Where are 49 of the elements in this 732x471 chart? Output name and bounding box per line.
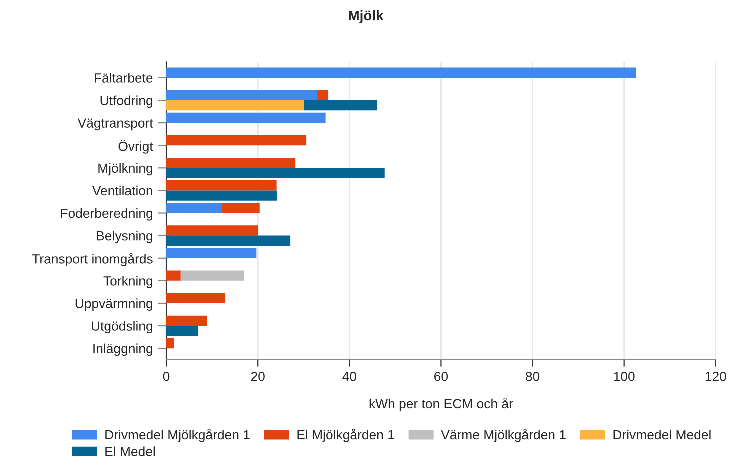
legend-label: Värme Mjölkgården 1 [441,428,566,442]
bar [166,190,278,201]
bar [304,100,378,111]
bar [166,180,277,191]
legend-label: El Medel [106,446,156,456]
y-tick-label: Mjölkning [98,163,152,176]
x-tick-label: 60 [434,372,448,382]
x-axis-title: kWh per ton ECM och år [370,398,514,412]
bar [166,270,182,281]
chart-title: Mjölk [349,10,384,24]
x-tick-label: 100 [614,372,635,382]
y-tick-label: Utfodring [100,96,152,108]
y-tick-label: Vägtransport [78,118,154,131]
bar [166,226,259,236]
bar [166,68,636,78]
bar [166,158,296,168]
x-tick-label: 120 [706,372,726,382]
bar [222,203,260,214]
y-tick-label: Övrigt [118,140,154,154]
y-tick-label: Transport inomgårds [32,253,153,266]
bar [166,326,199,336]
bar [166,338,174,349]
y-tick-label: Utgödsling [92,321,152,334]
y-tick-label: Fältarbete [95,73,153,83]
bar [166,203,224,214]
bar [166,100,306,111]
y-tick-label: Uppvärmning [76,298,152,311]
x-tick-label: 40 [342,372,356,382]
y-tick-label: Foderberedning [61,208,152,221]
bar [166,236,291,246]
bar [318,90,329,101]
bar [166,90,318,101]
x-tick-label: 80 [526,372,540,382]
y-tick-label: Torkning [104,276,152,288]
bar [166,248,257,258]
legend-label: El Mjölkgården 1 [298,428,394,442]
bar [166,168,385,178]
bar [166,135,307,146]
y-tick-label: Belysning [97,231,152,244]
legend-label: Drivmedel Mjölkgården 1 [106,428,250,442]
x-tick-label: 20 [251,372,265,382]
bar [180,270,244,281]
y-tick-label: Inläggning [94,344,152,356]
bar [166,293,226,304]
y-tick-label: Ventilation [92,186,152,196]
bar [166,316,208,326]
bar [166,112,326,124]
x-tick-label: 0 [163,372,170,382]
legend-label: Drivmedel Medel [614,430,711,440]
